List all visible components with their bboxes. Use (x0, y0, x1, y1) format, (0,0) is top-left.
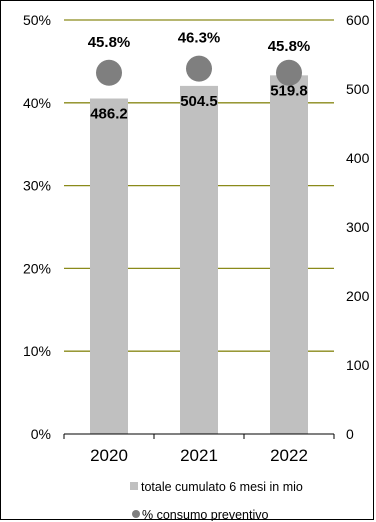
y-left-tick-label: 20% (23, 260, 51, 276)
percent-data-label: 45.8% (88, 34, 131, 51)
percent-marker (276, 59, 302, 86)
x-tick-label: 2022 (270, 446, 308, 465)
percent-data-label: 45.8% (268, 38, 311, 55)
percent-marker (96, 59, 122, 86)
x-tick-label: 2021 (180, 446, 218, 465)
legend-swatch-marker (132, 510, 140, 518)
legend-label-marker: % consumo preventivo (142, 508, 269, 521)
y-right-tick-label: 200 (346, 288, 370, 304)
y-left-tick-label: 30% (23, 178, 51, 194)
y-left-tick-label: 10% (23, 343, 51, 359)
bar (90, 98, 128, 434)
bar-data-label: 504.5 (180, 93, 218, 110)
y-right-tick-label: 0 (346, 426, 354, 442)
y-right-tick-label: 500 (346, 81, 370, 97)
y-right-tick-label: 300 (346, 219, 370, 235)
y-left-tick-label: 0% (31, 426, 51, 442)
y-left-tick-label: 40% (23, 95, 51, 111)
legend-label-bar: totale cumulato 6 mesi in mio (141, 480, 303, 494)
bar (180, 85, 218, 435)
percent-marker (186, 55, 212, 82)
bar (270, 75, 308, 434)
x-tick-label: 2020 (90, 446, 128, 465)
y-right-tick-label: 100 (346, 357, 370, 373)
y-left-tick-label: 50% (23, 12, 51, 28)
legend-swatch-bar (130, 482, 138, 490)
bar-data-label: 519.8 (270, 82, 308, 99)
y-right-tick-label: 600 (346, 12, 370, 28)
bar-data-label: 486.2 (90, 106, 128, 123)
percent-data-label: 46.3% (178, 30, 221, 47)
y-right-tick-label: 400 (346, 150, 370, 166)
